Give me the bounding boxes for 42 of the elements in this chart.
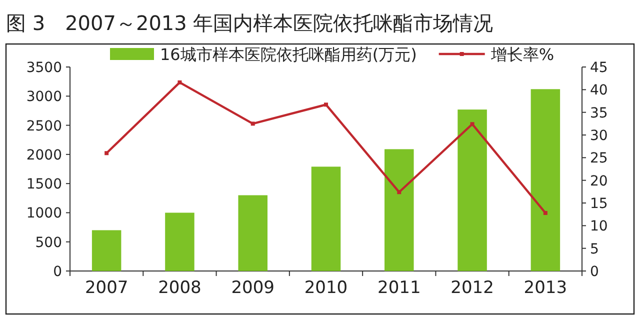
y-tick-label: 3000	[26, 89, 62, 106]
x-tick-label: 2008	[158, 278, 202, 298]
y2-tick-label: 40	[590, 82, 608, 99]
point	[470, 122, 474, 126]
y2-tick-label: 35	[590, 105, 608, 122]
chart-title: 图 3 2007～2013 年国内样本医院依托咪酯市场情况	[6, 11, 494, 35]
x-tick-label: 2012	[450, 278, 494, 298]
bar	[384, 149, 414, 271]
y2-tick-label: 10	[590, 218, 608, 235]
point	[250, 122, 255, 126]
x-tick-label: 2007	[84, 278, 128, 298]
bar	[311, 166, 341, 271]
y2-tick-label: 20	[590, 173, 608, 190]
bar	[92, 230, 122, 271]
point	[397, 190, 402, 194]
y2-tick-label: 5	[590, 241, 599, 258]
x-tick-label: 2013	[524, 278, 568, 298]
x-tick-label: 2009	[231, 278, 274, 298]
point	[324, 102, 328, 107]
bar	[458, 110, 487, 271]
y-tick-label: 3500	[26, 60, 62, 76]
y-tick-label: 500	[35, 234, 62, 251]
point	[543, 210, 548, 215]
y2-tick-label: 25	[590, 150, 608, 167]
legend-label: 16城市样本医院依托咪酯用药(万元)	[160, 45, 417, 64]
y2-tick-label: 0	[590, 264, 599, 280]
point	[104, 151, 109, 156]
bar	[530, 89, 560, 271]
point	[178, 80, 182, 84]
bar	[238, 195, 268, 271]
y2-tick-label: 30	[590, 128, 608, 144]
legend-label: 增长率%	[490, 45, 554, 64]
x-tick-label: 2011	[378, 278, 421, 298]
x-tick-label: 2010	[304, 278, 348, 298]
bar	[165, 212, 194, 271]
y-tick-label: 2000	[26, 147, 62, 164]
y-tick-label: 2500	[26, 118, 62, 134]
y-tick-label: 1000	[26, 206, 62, 222]
y2-tick-label: 15	[590, 196, 608, 212]
y-tick-label: 0	[53, 264, 62, 280]
y-tick-label: 1500	[26, 176, 62, 193]
y2-tick-label: 45	[590, 60, 608, 76]
